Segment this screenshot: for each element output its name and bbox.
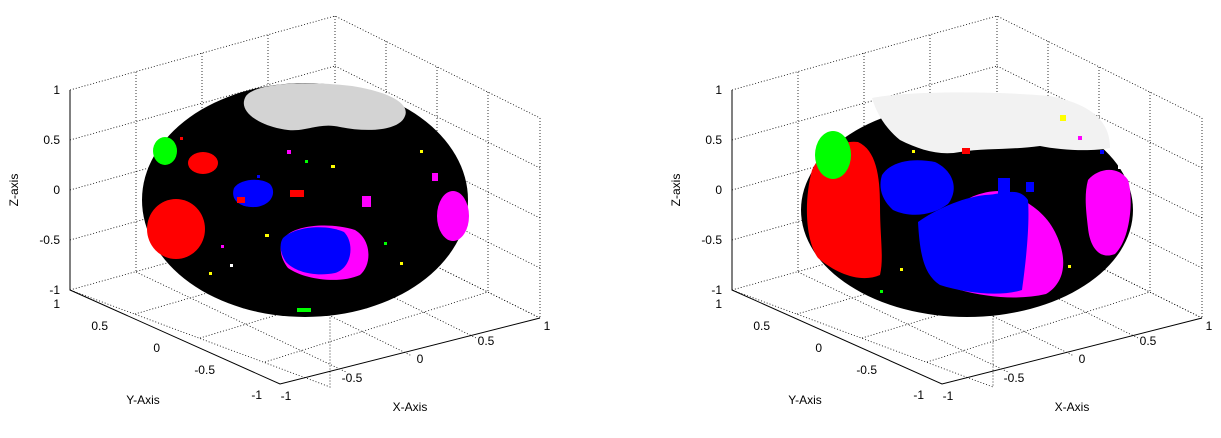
plot-left: 1 0.5 0 -0.5 -1 1 0.5 0 -0.5 -1 -1 -0.5 … xyxy=(7,15,551,414)
y-tick-label: -0.5 xyxy=(856,363,877,377)
y-tick-label: 0.5 xyxy=(91,319,108,333)
y-axis-label: Y-Axis xyxy=(788,393,822,407)
y-tick-labels-right: 1 0.5 0 -0.5 -1 xyxy=(715,297,924,402)
x-tick-labels-right: -1 -0.5 0 0.5 1 xyxy=(943,319,1213,403)
z-tick-label: 0.5 xyxy=(43,133,60,147)
y-tick-labels-left: 1 0.5 0 -0.5 -1 xyxy=(53,297,262,402)
x-tick-label: 0.5 xyxy=(478,334,495,348)
z-tick-label: 1 xyxy=(53,83,60,97)
x-axis-label: X-Axis xyxy=(1055,400,1090,414)
x-tick-label: -0.5 xyxy=(1004,371,1025,385)
y-tick-label: 1 xyxy=(715,297,722,311)
x-tick-label: -1 xyxy=(943,389,954,403)
z-axis-label: Z-axis xyxy=(669,174,683,207)
x-axis-label: X-Axis xyxy=(393,400,428,414)
z-tick-label: -1 xyxy=(711,283,722,297)
surface-right xyxy=(801,92,1133,317)
x-tick-label: -1 xyxy=(281,389,292,403)
z-tick-label: 0 xyxy=(53,183,60,197)
y-tick-label: -1 xyxy=(913,388,924,402)
y-tick-label: -0.5 xyxy=(194,363,215,377)
z-tick-label: 0 xyxy=(715,183,722,197)
y-tick-label: -1 xyxy=(251,388,262,402)
y-tick-label: 0 xyxy=(153,341,160,355)
x-tick-label: 0 xyxy=(1079,352,1086,366)
y-tick-label: 1 xyxy=(53,297,60,311)
plot-right: 1 0.5 0 -0.5 -1 1 0.5 0 -0.5 -1 -1 -0.5 … xyxy=(669,15,1213,414)
x-tick-label: -0.5 xyxy=(342,371,363,385)
y-axis-label: Y-Axis xyxy=(126,393,160,407)
x-tick-label: 0 xyxy=(417,352,424,366)
z-tick-label: -0.5 xyxy=(701,233,722,247)
z-tick-labels-left: 1 0.5 0 -0.5 -1 xyxy=(39,83,60,297)
x-tick-labels-left: -1 -0.5 0 0.5 1 xyxy=(281,319,551,403)
z-tick-labels-right: 1 0.5 0 -0.5 -1 xyxy=(701,83,722,297)
x-tick-label: 0.5 xyxy=(1140,334,1157,348)
z-tick-label: -1 xyxy=(49,283,60,297)
z-tick-label: 0.5 xyxy=(705,133,722,147)
z-tick-label: -0.5 xyxy=(39,233,60,247)
y-tick-label: 0 xyxy=(815,341,822,355)
z-axis-label: Z-axis xyxy=(7,174,21,207)
y-tick-label: 0.5 xyxy=(753,319,770,333)
x-tick-label: 1 xyxy=(544,319,551,333)
x-tick-label: 1 xyxy=(1206,319,1213,333)
surface-left xyxy=(142,83,469,317)
z-tick-label: 1 xyxy=(715,83,722,97)
